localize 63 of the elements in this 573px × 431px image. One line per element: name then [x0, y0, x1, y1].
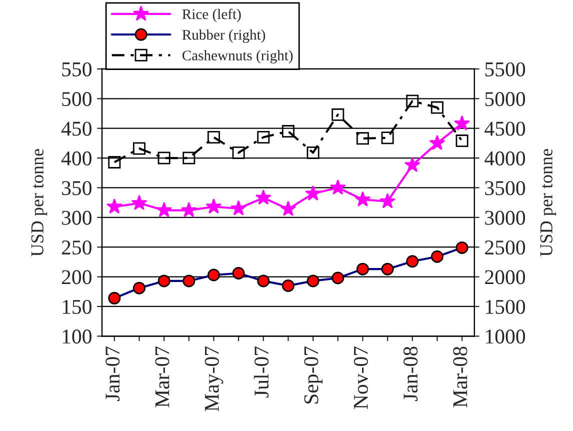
legend-label: Rubber (right): [182, 30, 266, 43]
legend-label: Cashewnuts (right): [182, 50, 293, 64]
y2-axis-title: USD per tonne: [540, 149, 556, 256]
point: [206, 198, 222, 214]
y2-tick-label: 3500: [485, 181, 526, 196]
point: [131, 194, 148, 210]
y-tick-label: 300: [62, 210, 92, 225]
point: [305, 185, 322, 201]
x-tick-label: Jan-07: [106, 346, 120, 402]
y-tick-label: 200: [62, 270, 92, 284]
point: [156, 202, 172, 218]
x-tick-label: Mar-08: [453, 346, 468, 408]
point: [380, 193, 396, 208]
y-tick-label: 250: [62, 240, 92, 255]
point: [182, 152, 196, 164]
point: [106, 198, 122, 214]
y2-tick-label: 5000: [485, 92, 526, 106]
point: [158, 152, 170, 164]
point: [332, 108, 344, 121]
y-tick-label: 150: [62, 300, 92, 314]
point: [108, 156, 121, 168]
point: [456, 134, 468, 148]
x-tick-label: Jul-07: [254, 346, 269, 398]
y-tick-label: 350: [62, 181, 92, 196]
x-tick-label: Sep-07: [304, 346, 322, 404]
point: [330, 179, 346, 195]
point: [207, 131, 220, 144]
y2-tick-label: 2000: [485, 270, 526, 284]
y-axis-title: USD per tonne: [31, 149, 48, 256]
point: [257, 131, 270, 144]
x-tick-label: Jan-08: [404, 346, 418, 402]
y-tick-label: 100: [62, 330, 92, 344]
point: [404, 156, 420, 172]
y-tick-label: 400: [61, 151, 92, 166]
point: [356, 132, 369, 145]
y-tick-label: 550: [62, 62, 92, 76]
point: [280, 200, 296, 216]
y2-tick-label: 4000: [484, 151, 526, 166]
x-tick-label: May-07: [204, 346, 224, 412]
point: [381, 132, 394, 144]
point: [132, 142, 146, 155]
point: [454, 115, 470, 130]
x-tick-label: Mar-07: [155, 346, 170, 408]
point: [255, 189, 272, 205]
legend-label: Rice (left): [182, 8, 241, 22]
y2-tick-label: 5500: [485, 62, 526, 76]
y2-tick-label: 2500: [485, 240, 526, 255]
point: [354, 191, 371, 206]
x-tick-label: Nov-07: [354, 346, 368, 409]
y2-tick-label: 1000: [486, 330, 526, 344]
point: [230, 200, 247, 216]
y2-tick-label: 3000: [485, 210, 526, 225]
y-tick-label: 500: [62, 92, 92, 106]
point: [180, 202, 197, 218]
point: [232, 146, 245, 159]
y2-tick-label: 1500: [486, 300, 526, 314]
point: [306, 146, 320, 159]
point: [282, 125, 294, 138]
y-tick-label: 450: [61, 122, 92, 136]
point: [429, 134, 446, 150]
point: [430, 101, 444, 114]
y2-tick-label: 4500: [484, 122, 526, 136]
point: [406, 94, 419, 108]
